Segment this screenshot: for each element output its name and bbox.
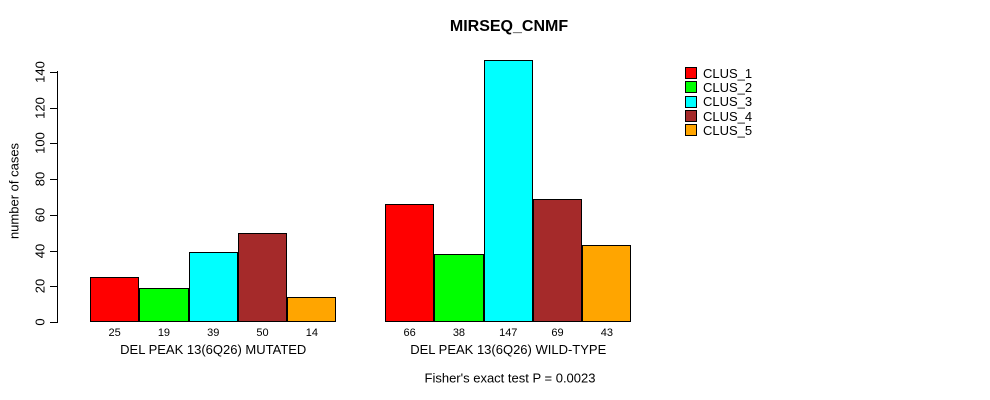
legend-item: CLUS_1 <box>685 66 752 80</box>
bar-clus_1 <box>385 204 435 322</box>
y-tick <box>50 214 57 216</box>
annotation-fisher-test: Fisher's exact test P = 0.0023 <box>424 370 596 386</box>
legend-label: CLUS_3 <box>703 94 753 110</box>
legend-label: CLUS_2 <box>703 79 753 95</box>
bar-clus_4 <box>237 232 288 322</box>
y-tick <box>50 179 57 181</box>
legend-swatch <box>685 95 697 108</box>
legend-label: CLUS_5 <box>703 122 753 138</box>
y-tick <box>50 72 57 73</box>
group-label: DEL PEAK 13(6Q26) WILD-TYPE <box>410 342 607 357</box>
legend-label: CLUS_1 <box>703 65 753 81</box>
legend-swatch <box>685 81 697 94</box>
y-tick-label: 0 <box>32 318 48 326</box>
y-tick-label: 60 <box>32 207 48 223</box>
y-tick <box>50 143 57 145</box>
bar-value-label: 14 <box>305 327 318 339</box>
bar-value-label: 50 <box>256 327 269 339</box>
bar-clus_2 <box>434 254 484 322</box>
legend-label: CLUS_4 <box>703 108 753 124</box>
bar-value-label: 69 <box>551 327 564 339</box>
bar-clus_3 <box>483 59 533 322</box>
bar-value-label: 66 <box>403 327 416 339</box>
bar-clus_2 <box>139 288 189 322</box>
legend-swatch <box>685 110 697 123</box>
bar-clus_3 <box>188 252 238 322</box>
y-tick <box>50 250 57 252</box>
y-tick-label: 100 <box>32 132 48 155</box>
y-tick-label: 120 <box>32 96 48 119</box>
y-axis-line <box>57 71 58 323</box>
y-tick-label: 20 <box>32 279 48 294</box>
bar-value-label: 43 <box>600 327 613 339</box>
y-tick <box>50 322 57 323</box>
y-tick <box>50 286 57 288</box>
legend-swatch <box>685 67 697 80</box>
bar-clus_1 <box>90 277 140 322</box>
bar-clus_5 <box>287 297 337 322</box>
y-axis-title: number of cases <box>6 142 22 240</box>
legend-swatch <box>685 124 697 137</box>
legend-item: CLUS_3 <box>685 95 752 109</box>
y-tick <box>50 107 57 109</box>
bar-value-label: 39 <box>207 327 220 339</box>
legend-item: CLUS_5 <box>685 123 752 137</box>
y-tick-label: 140 <box>32 61 48 83</box>
group-label: DEL PEAK 13(6Q26) MUTATED <box>120 342 307 357</box>
bar-value-label: 25 <box>108 327 121 339</box>
legend-item: CLUS_2 <box>685 80 752 94</box>
y-tick-label: 40 <box>32 243 48 258</box>
legend-item: CLUS_4 <box>685 109 752 123</box>
bar-clus_4 <box>532 198 583 322</box>
bar-value-label: 147 <box>499 327 518 339</box>
bar-value-label: 19 <box>157 327 171 339</box>
legend: CLUS_1 CLUS_2 CLUS_3 CLUS_4 CLUS_5 <box>685 66 752 137</box>
bar-clus_5 <box>582 245 632 322</box>
y-tick-label: 80 <box>32 171 48 187</box>
chart-title: MIRSEQ_CNMF <box>449 18 569 35</box>
bar-value-label: 38 <box>452 327 466 339</box>
